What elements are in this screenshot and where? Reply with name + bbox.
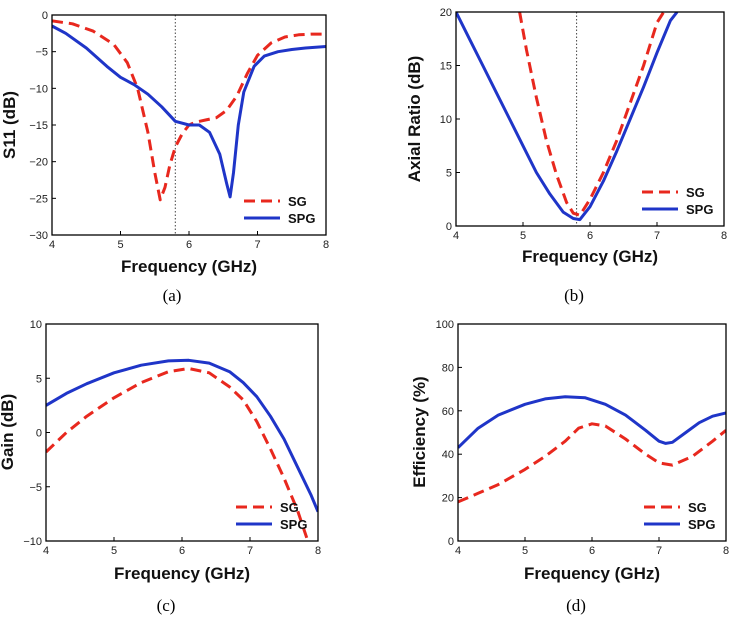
series-line-spg xyxy=(52,24,326,199)
x-tick-label: 6 xyxy=(589,545,595,557)
x-tick-label: 5 xyxy=(520,230,526,242)
y-tick-label: 100 xyxy=(436,319,454,331)
x-axis-title: Frequency (GHz) xyxy=(524,564,660,583)
series-line-sg xyxy=(46,367,310,541)
series-line-sg xyxy=(518,12,665,217)
y-axis-title: Efficiency (%) xyxy=(410,376,429,487)
y-tick-label: −30 xyxy=(29,230,48,242)
series-line-sg xyxy=(458,422,726,504)
y-axis-title: Axial Ratio (dB) xyxy=(405,56,424,183)
y-tick-label: 80 xyxy=(442,362,454,374)
y-tick-label: 40 xyxy=(442,449,454,461)
plot-frame xyxy=(455,11,725,227)
x-tick-label: 4 xyxy=(49,239,55,251)
y-tick-label: 15 xyxy=(440,61,452,73)
legend-label-sg: SG xyxy=(688,500,707,515)
x-tick-label: 5 xyxy=(117,239,123,251)
y-tick-label: 60 xyxy=(442,406,454,418)
y-tick-label: −5 xyxy=(29,482,42,494)
x-tick-label: 6 xyxy=(587,230,593,242)
y-tick-label: −10 xyxy=(29,83,48,95)
y-tick-label: 20 xyxy=(440,7,452,19)
y-tick-label: 0 xyxy=(448,536,454,548)
y-tick-label: 10 xyxy=(440,114,452,126)
series-line-spg xyxy=(46,358,318,513)
x-tick-label: 6 xyxy=(186,239,192,251)
y-tick-label: 0 xyxy=(42,10,48,22)
chart-panel-a: 4 5 6 7 8 0 −5 −10 −15 −20 −25 −30 Frequency (GHz) S1… xyxy=(0,10,329,305)
y-tick-label: 5 xyxy=(446,168,452,180)
x-axis-title: Frequency (GHz) xyxy=(114,564,250,583)
series-line-sg xyxy=(52,19,326,202)
x-tick-label: 7 xyxy=(656,545,662,557)
legend-label-sg: SG xyxy=(686,185,705,200)
x-tick-label: 4 xyxy=(43,545,49,557)
x-tick-label: 7 xyxy=(247,545,253,557)
x-tick-label: 4 xyxy=(453,230,459,242)
y-tick-label: −10 xyxy=(23,536,42,548)
x-tick-label: 6 xyxy=(179,545,185,557)
x-axis-title: Frequency (GHz) xyxy=(522,247,658,266)
y-axis-title: Gain (dB) xyxy=(0,394,17,471)
y-tick-label: 5 xyxy=(36,373,42,385)
y-tick-label: 10 xyxy=(30,319,42,331)
x-tick-label: 4 xyxy=(455,545,461,557)
panel-caption: (d) xyxy=(566,596,586,615)
y-tick-label: 0 xyxy=(36,428,42,440)
y-tick-label: −25 xyxy=(29,193,48,205)
legend-label-sg: SG xyxy=(280,500,299,515)
y-axis-title: S11 (dB) xyxy=(0,91,19,159)
panel-caption: (c) xyxy=(157,596,176,615)
series-line-spg xyxy=(458,395,726,449)
series-line-spg xyxy=(456,12,679,222)
legend-label-spg: SPG xyxy=(288,211,315,226)
x-tick-label: 8 xyxy=(315,545,321,557)
x-tick-label: 8 xyxy=(723,545,729,557)
x-tick-label: 8 xyxy=(323,239,329,251)
legend-label-spg: SPG xyxy=(688,517,715,532)
x-tick-label: 7 xyxy=(654,230,660,242)
y-tick-label: −5 xyxy=(35,47,48,59)
y-tick-label: 20 xyxy=(442,493,454,505)
y-tick-label: −20 xyxy=(29,157,48,169)
plot-frame xyxy=(45,323,319,542)
x-tick-label: 7 xyxy=(254,239,260,251)
panel-caption: (b) xyxy=(564,286,584,305)
legend-label-spg: SPG xyxy=(686,202,713,217)
legend-label-sg: SG xyxy=(288,194,307,209)
chart-panel-c: 4 5 6 7 8 10 5 0 −5 −10 Frequency (GHz) Gain (dB) SG… xyxy=(0,319,321,615)
y-tick-label: 0 xyxy=(446,221,452,233)
y-tick-label: −15 xyxy=(29,120,48,132)
panel-caption: (a) xyxy=(163,286,182,305)
legend-label-spg: SPG xyxy=(280,517,307,532)
x-tick-label: 5 xyxy=(111,545,117,557)
x-tick-label: 8 xyxy=(721,230,727,242)
x-axis-title: Frequency (GHz) xyxy=(121,257,257,276)
x-tick-label: 5 xyxy=(522,545,528,557)
chart-panel-b: 4 5 6 7 8 0 5 10 15 20 Frequency (GHz) Axial Ratio … xyxy=(405,7,727,305)
